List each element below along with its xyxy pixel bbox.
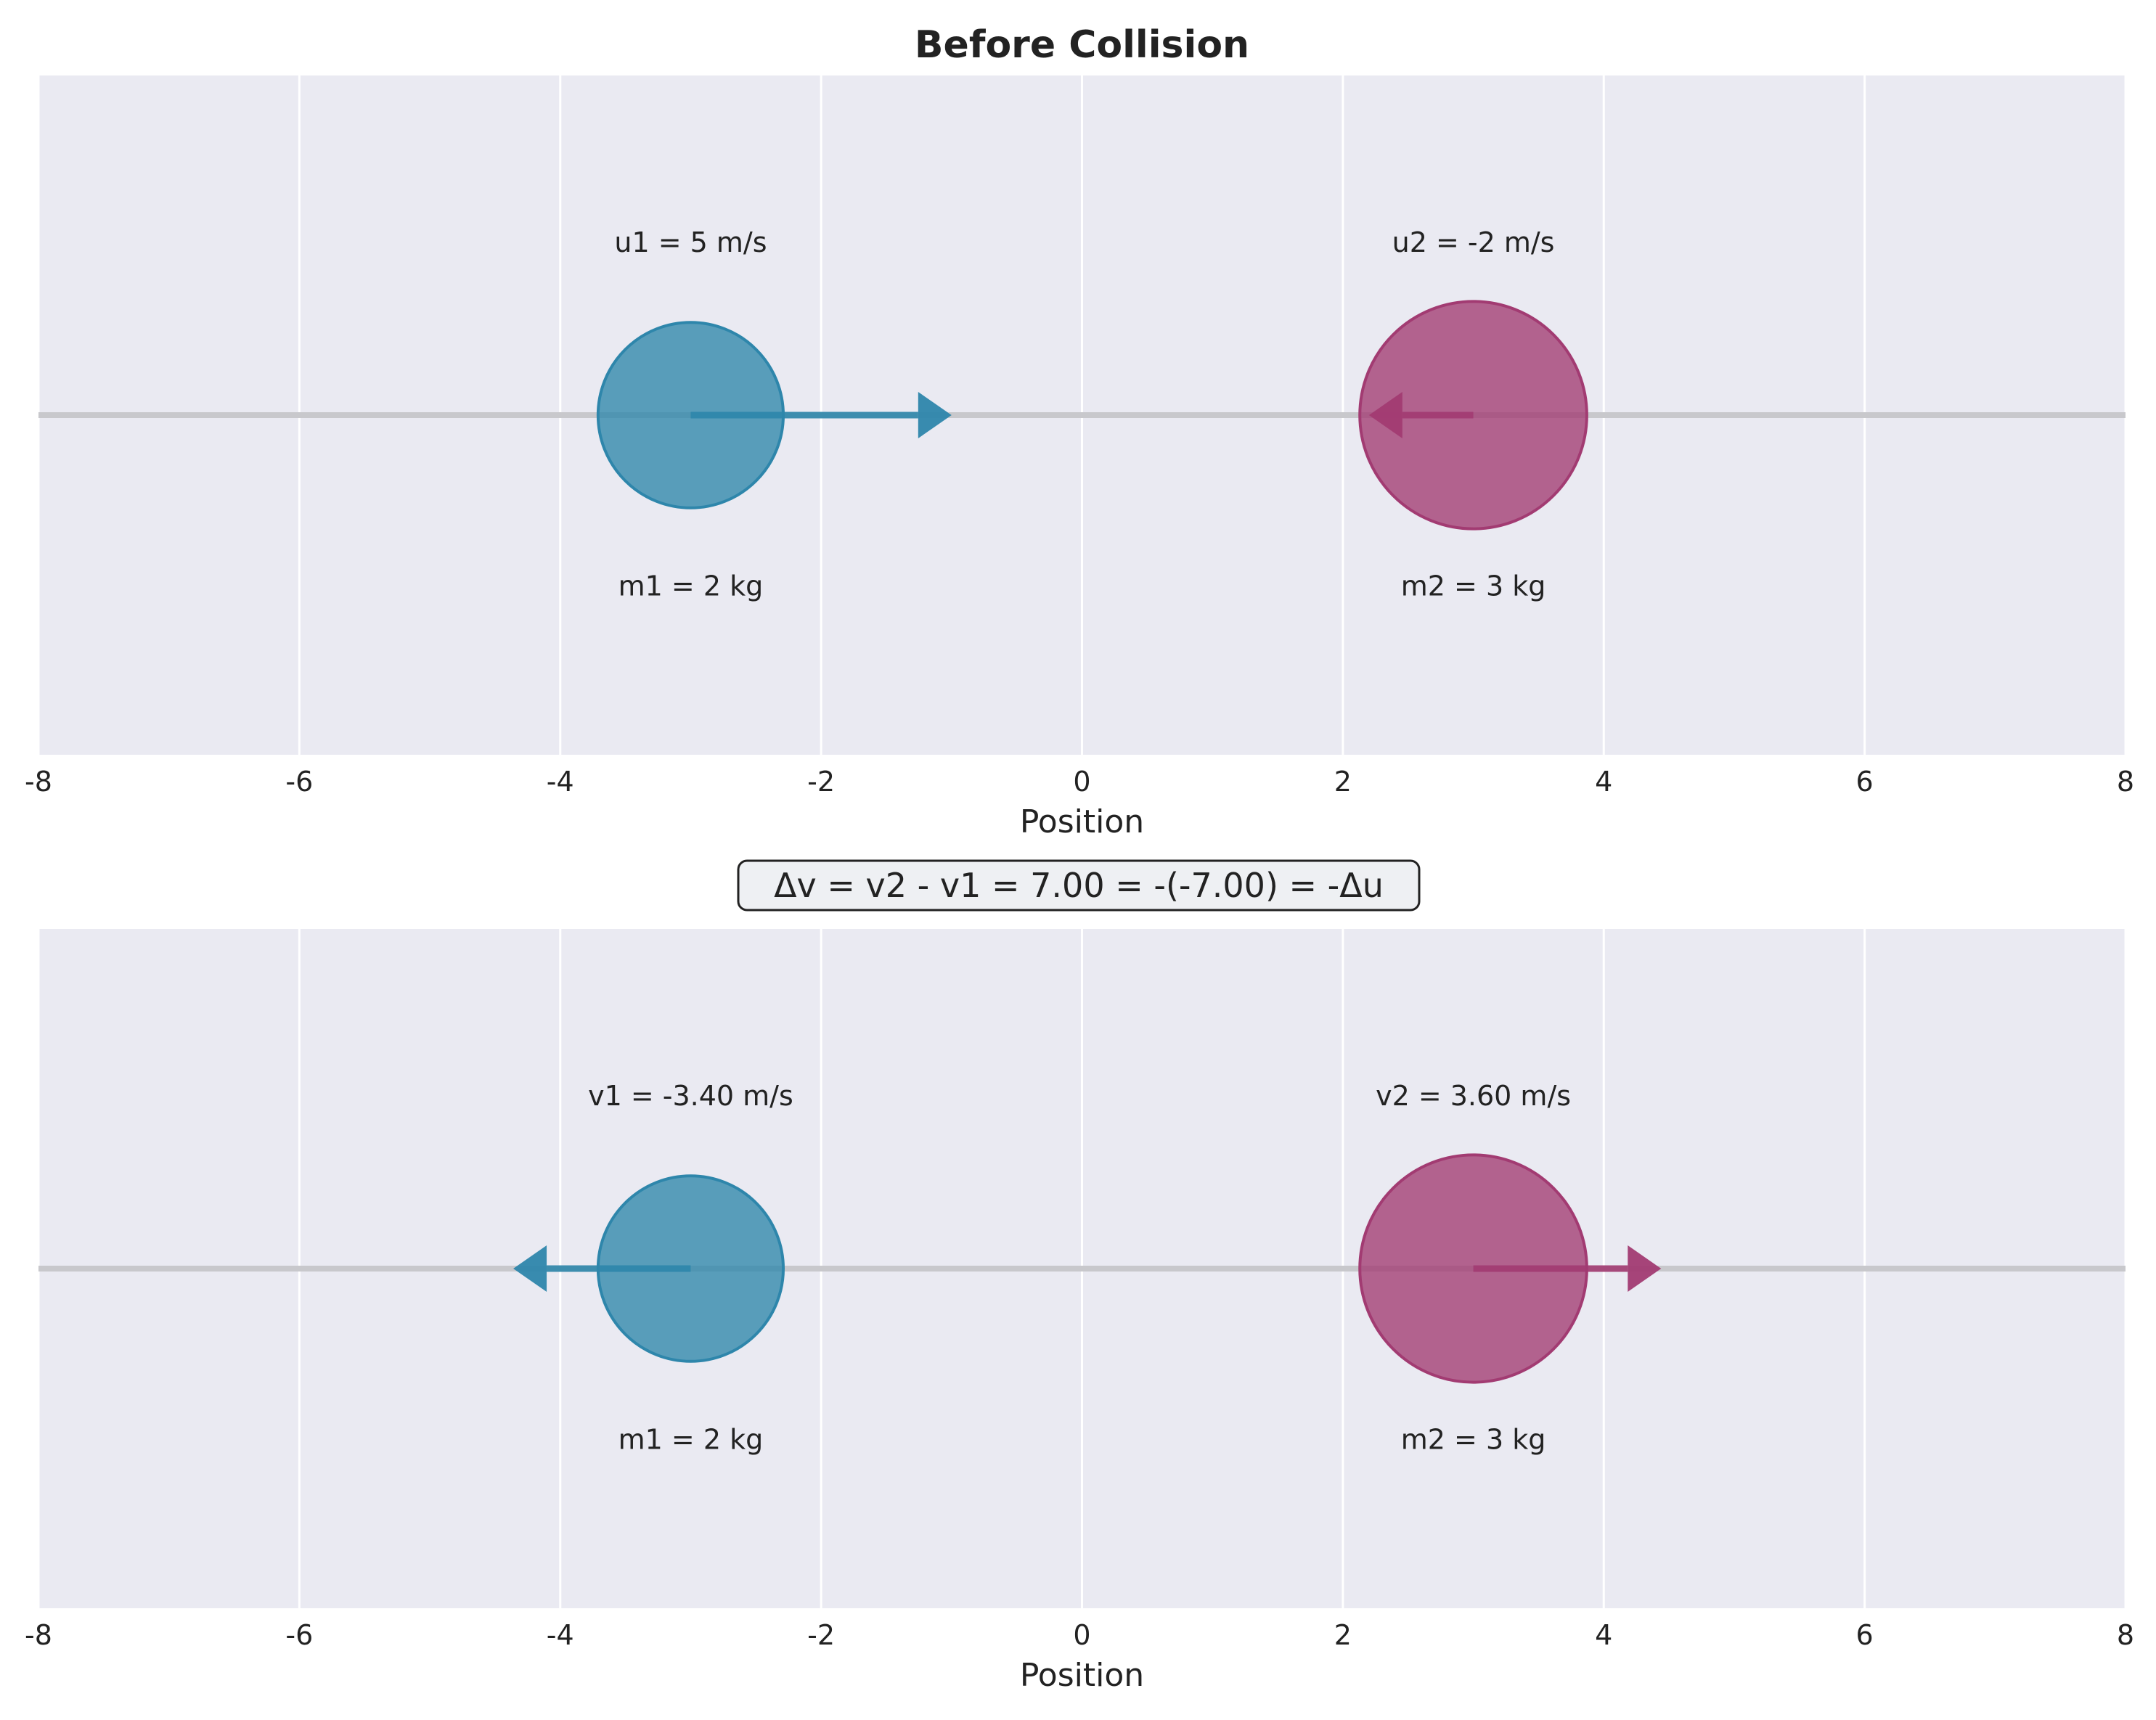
x-tick-label: 8 <box>2117 766 2134 798</box>
velocity-label-1: v1 = -3.40 m/s <box>588 1080 793 1112</box>
x-tick-label: 8 <box>2117 1619 2134 1651</box>
mass-label-2: m2 = 3 kg <box>1401 1423 1546 1455</box>
velocity-label-2: v2 = 3.60 m/s <box>1376 1080 1571 1112</box>
x-tick-label: 0 <box>1073 1619 1090 1651</box>
x-axis-label: Position <box>1020 1657 1144 1694</box>
x-tick-label: -6 <box>285 1619 313 1651</box>
mass-label-1: m1 = 2 kg <box>618 1423 764 1455</box>
x-tick-label: -6 <box>285 766 313 798</box>
x-tick-label: -2 <box>807 766 835 798</box>
velocity-arrow-head-2 <box>1628 1245 1662 1292</box>
after-collision-panel: v1 = -3.40 m/s m1 = 2 kg v2 = 3.60 m/s m2 =… <box>25 877 2134 1694</box>
x-tick-label: 2 <box>1334 766 1352 798</box>
x-tick-label: 2 <box>1334 1619 1352 1651</box>
equation-box-frame <box>737 859 1421 912</box>
x-tick-label: 4 <box>1595 766 1612 798</box>
chart-title: Before Collision <box>915 23 1249 67</box>
velocity-arrow-head-1 <box>513 1245 547 1292</box>
x-tick-label: 6 <box>1856 766 1874 798</box>
x-tick-label: -4 <box>547 766 574 798</box>
x-tick-label: -8 <box>25 1619 52 1651</box>
velocity-label-2: u2 = -2 m/s <box>1392 226 1555 258</box>
mass-label-1: m1 = 2 kg <box>618 570 764 602</box>
before-collision-panel: u1 = 5 m/s m1 = 2 kg u2 = -2 m/s m2 = 3 kg -… <box>25 23 2134 840</box>
equation-box: Δv = v2 - v1 = 7.00 = -(-7.00) = -Δu <box>737 859 1421 912</box>
equation-text: Δv = v2 - v1 = 7.00 = -(-7.00) = -Δu <box>774 866 1384 905</box>
x-tick-label: -4 <box>547 1619 574 1651</box>
velocity-label-1: u1 = 5 m/s <box>614 226 767 258</box>
x-tick-label: 6 <box>1856 1619 1874 1651</box>
mass-label-2: m2 = 3 kg <box>1401 570 1546 602</box>
x-tick-label: 0 <box>1073 766 1090 798</box>
x-tick-label: 4 <box>1595 1619 1612 1651</box>
x-axis-label: Position <box>1020 803 1144 840</box>
velocity-arrow-head-2 <box>1368 392 1402 438</box>
x-tick-label: -8 <box>25 766 52 798</box>
velocity-arrow-head-1 <box>918 392 952 438</box>
x-tick-label: -2 <box>807 1619 835 1651</box>
